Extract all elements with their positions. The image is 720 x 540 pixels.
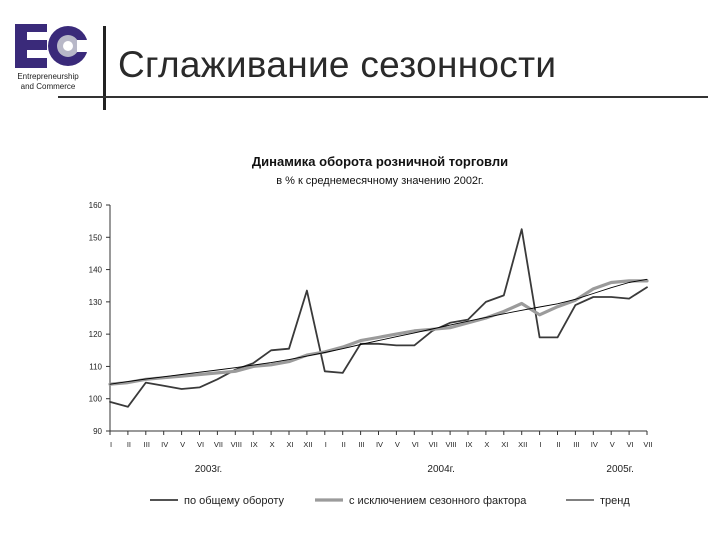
legend-label-1: по общему обороту xyxy=(184,495,285,507)
x-tick-label: IV xyxy=(591,440,598,449)
x-tick-label: III xyxy=(573,440,579,449)
y-tick-label: 90 xyxy=(93,427,102,436)
logo: Entrepreneurship and Commerce xyxy=(10,18,98,98)
x-tick-label: XI xyxy=(501,440,508,449)
x-tick-label: IV xyxy=(161,440,168,449)
x-tick-label: IX xyxy=(465,440,472,449)
x-tick-label: VI xyxy=(197,440,204,449)
y-tick-label: 140 xyxy=(89,266,103,275)
x-tick-label: III xyxy=(144,440,150,449)
year-label: 2003г. xyxy=(195,464,222,475)
y-tick-label: 160 xyxy=(89,201,103,210)
x-tick-label: VIII xyxy=(231,440,242,449)
x-tick-label: VII xyxy=(643,440,652,449)
x-tick-label: IX xyxy=(251,440,258,449)
x-tick-label: V xyxy=(395,440,400,449)
series-line-3 xyxy=(109,278,648,385)
x-tick-label: III xyxy=(358,440,364,449)
series-line-2 xyxy=(108,279,649,386)
chart-legend: по общему обороту с исключением сезонного… xyxy=(150,495,630,507)
y-tick-label: 150 xyxy=(89,233,103,242)
x-tick-label: I xyxy=(540,440,542,449)
legend-label-3: тренд xyxy=(600,495,630,507)
legend-label-2: с исключением сезонного фактора xyxy=(349,495,527,507)
x-tick-label: VIII xyxy=(445,440,456,449)
y-tick-label: 100 xyxy=(89,395,103,404)
header-divider-horizontal xyxy=(58,96,708,98)
x-tick-label: XI xyxy=(286,440,293,449)
year-label: 2004г. xyxy=(427,464,454,475)
x-tick-label: XII xyxy=(518,440,527,449)
chart-series-lines xyxy=(108,228,649,408)
x-tick-label: IV xyxy=(376,440,383,449)
year-label: 2005г. xyxy=(606,464,633,475)
x-tick-label: VI xyxy=(627,440,634,449)
logo-caption-line1: Entrepreneurship xyxy=(17,72,79,81)
x-tick-label: I xyxy=(325,440,327,449)
header-divider-vertical xyxy=(103,26,106,110)
x-tick-label: V xyxy=(610,440,615,449)
x-tick-label: II xyxy=(556,440,560,449)
x-tick-label: II xyxy=(127,440,131,449)
y-tick-label: 110 xyxy=(89,362,102,371)
chart-title: Динамика оборота розничной торговли xyxy=(252,154,508,169)
x-tick-label: XII xyxy=(303,440,312,449)
y-tick-label: 120 xyxy=(89,330,103,339)
y-tick-label: 130 xyxy=(89,298,103,307)
slide-title: Сглаживание сезонности xyxy=(118,44,557,85)
x-tick-label: VII xyxy=(429,440,438,449)
x-tick-label: X xyxy=(270,440,275,449)
logo-caption-line2: and Commerce xyxy=(20,82,76,91)
series-line-1 xyxy=(109,228,648,408)
x-tick-label: VI xyxy=(412,440,419,449)
ec-logo-mark xyxy=(15,24,89,68)
x-tick-label: V xyxy=(180,440,185,449)
x-tick-label: II xyxy=(342,440,346,449)
x-tick-label: VII xyxy=(214,440,223,449)
x-tick-label: X xyxy=(484,440,489,449)
x-tick-label: I xyxy=(110,440,112,449)
chart-subtitle: в % к среднемесячному значению 2002г. xyxy=(276,175,484,187)
